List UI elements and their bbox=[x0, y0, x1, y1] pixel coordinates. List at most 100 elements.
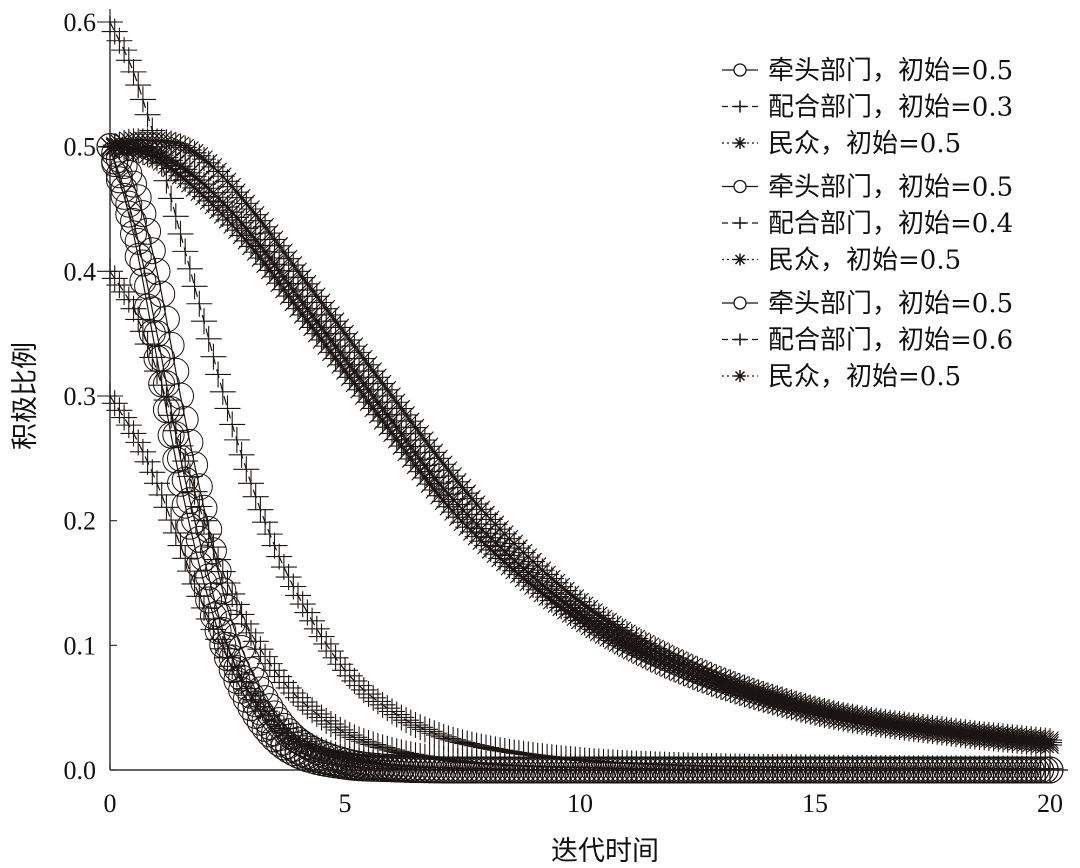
star-marker bbox=[897, 712, 921, 737]
star-marker bbox=[163, 151, 188, 176]
star-marker bbox=[577, 596, 602, 621]
star-marker bbox=[347, 340, 372, 365]
circle-marker bbox=[453, 756, 481, 784]
star-marker bbox=[835, 702, 860, 727]
star-marker bbox=[558, 582, 583, 607]
star-marker bbox=[901, 712, 926, 737]
star-marker bbox=[365, 390, 390, 415]
plus-marker bbox=[101, 390, 128, 417]
star-marker bbox=[248, 233, 273, 258]
plus-marker bbox=[350, 728, 377, 755]
series-8 bbox=[97, 9, 1063, 782]
star-marker bbox=[192, 147, 216, 172]
star-marker bbox=[309, 315, 334, 340]
circle-marker bbox=[214, 594, 241, 622]
star-marker bbox=[638, 634, 663, 659]
plus-marker bbox=[303, 700, 330, 727]
plus-marker bbox=[158, 507, 185, 534]
star-marker bbox=[558, 595, 583, 620]
plus-marker bbox=[111, 278, 138, 305]
circle-marker bbox=[120, 207, 147, 235]
star-marker bbox=[412, 453, 437, 478]
star-marker bbox=[615, 621, 639, 646]
star-marker bbox=[854, 706, 879, 731]
star-marker bbox=[610, 618, 635, 643]
star-marker bbox=[154, 145, 179, 170]
plus-marker bbox=[191, 594, 217, 621]
star-marker bbox=[887, 710, 912, 735]
plus-marker bbox=[162, 519, 189, 546]
star-marker bbox=[600, 612, 625, 637]
star-marker bbox=[450, 475, 475, 500]
star-marker bbox=[102, 133, 127, 158]
star-marker bbox=[271, 265, 296, 290]
star-marker bbox=[286, 284, 310, 309]
circle-marker bbox=[232, 646, 260, 674]
plus-marker bbox=[515, 741, 542, 768]
plus-marker bbox=[195, 521, 222, 548]
plus-marker bbox=[388, 704, 415, 731]
star-marker bbox=[788, 691, 813, 716]
legend-entry: 牵头部门，初始=0.5 bbox=[722, 173, 1013, 203]
plus-marker bbox=[205, 626, 232, 653]
plus-marker bbox=[186, 290, 213, 317]
star-marker bbox=[427, 446, 451, 471]
circle-marker bbox=[171, 491, 199, 519]
star-marker bbox=[403, 440, 428, 465]
star-marker bbox=[690, 658, 715, 683]
legend-star-marker bbox=[734, 137, 746, 149]
legend-circle-marker bbox=[733, 179, 747, 194]
circle-marker bbox=[176, 428, 204, 456]
plus-marker bbox=[524, 742, 551, 769]
circle-marker bbox=[425, 756, 453, 784]
plus-marker bbox=[247, 496, 274, 523]
star-marker bbox=[300, 278, 325, 303]
plus-marker bbox=[148, 481, 175, 508]
circle-marker bbox=[289, 730, 317, 758]
star-marker bbox=[605, 615, 630, 640]
plus-marker bbox=[1037, 755, 1063, 782]
star-marker bbox=[243, 202, 268, 227]
plus-marker bbox=[134, 331, 161, 358]
legend-label: 民众，初始=0.5 bbox=[768, 246, 961, 276]
plus-marker bbox=[308, 623, 335, 650]
star-marker bbox=[572, 593, 597, 618]
star-marker bbox=[243, 227, 268, 252]
plus-marker bbox=[336, 662, 363, 689]
star-marker bbox=[445, 469, 470, 494]
plus-marker bbox=[327, 716, 354, 743]
plus-marker bbox=[421, 720, 448, 747]
plus-marker bbox=[129, 86, 156, 113]
legend-label: 配合部门，初始=0.3 bbox=[768, 93, 1013, 123]
star-marker bbox=[694, 660, 719, 685]
plus-marker bbox=[355, 681, 382, 708]
plus-marker bbox=[106, 27, 133, 54]
star-marker bbox=[361, 384, 386, 408]
star-marker bbox=[98, 134, 122, 159]
star-marker bbox=[398, 409, 423, 434]
plus-marker bbox=[270, 554, 297, 581]
y-tick-label: 0.2 bbox=[64, 507, 97, 536]
legend-label: 牵头部门，初始=0.5 bbox=[768, 56, 1013, 86]
plus-marker bbox=[430, 723, 457, 750]
star-marker bbox=[535, 576, 560, 601]
plus-marker bbox=[397, 741, 424, 768]
plus-marker bbox=[139, 344, 166, 371]
plus-marker bbox=[186, 583, 213, 610]
plus-marker bbox=[383, 701, 410, 728]
plus-marker bbox=[120, 58, 147, 85]
plus-marker bbox=[167, 532, 194, 559]
plus-marker bbox=[491, 737, 518, 764]
star-marker bbox=[680, 654, 705, 679]
star-marker bbox=[582, 600, 607, 625]
plus-marker bbox=[252, 643, 279, 670]
plus-marker bbox=[219, 411, 246, 438]
star-marker bbox=[417, 459, 442, 484]
plus-marker bbox=[299, 607, 326, 634]
star-marker bbox=[793, 693, 818, 718]
plus-marker bbox=[313, 707, 340, 734]
plus-marker bbox=[341, 724, 368, 751]
star-marker bbox=[314, 321, 339, 346]
plus-marker bbox=[449, 729, 476, 756]
plus-marker bbox=[186, 493, 213, 520]
